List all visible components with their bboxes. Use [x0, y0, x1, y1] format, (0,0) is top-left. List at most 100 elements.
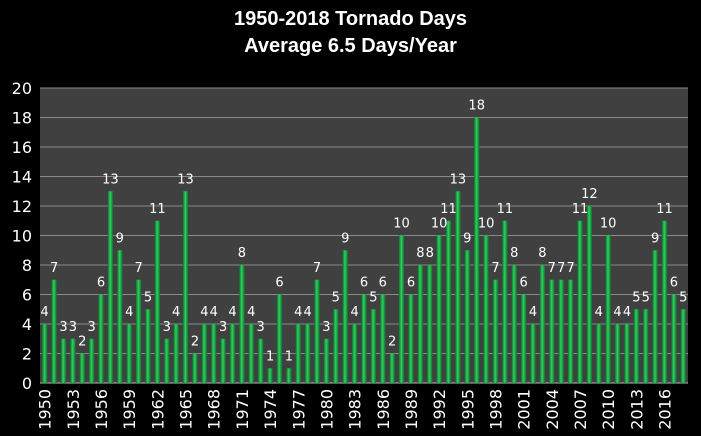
data-label-1996: 18 — [468, 99, 485, 114]
data-label-1984: 6 — [360, 276, 368, 291]
data-label-2000: 8 — [510, 246, 518, 261]
x-tick-label: 2004 — [543, 389, 562, 430]
bar-2006 — [567, 279, 574, 383]
data-label-1986: 6 — [379, 276, 387, 291]
x-tick-label: 1971 — [233, 389, 252, 430]
data-label-1991: 8 — [426, 246, 434, 261]
data-label-2014: 5 — [642, 290, 650, 305]
chart-title: 1950-2018 Tornado Days — [233, 8, 468, 30]
data-label-2002: 4 — [529, 305, 537, 320]
bar-1986 — [380, 294, 386, 383]
data-label-1970: 4 — [228, 305, 236, 320]
data-label-1994: 13 — [450, 172, 467, 187]
x-tick-label: 1953 — [64, 389, 83, 430]
x-tick-label: 1992 — [430, 389, 449, 430]
x-tick-label: 1983 — [346, 389, 365, 430]
bar-1993 — [445, 220, 452, 383]
data-label-1995: 9 — [463, 231, 471, 246]
bar-2017 — [671, 294, 677, 383]
data-label-1965: 13 — [177, 172, 194, 187]
bar-2004 — [549, 279, 555, 383]
bar-1960 — [135, 279, 142, 383]
data-label-2009: 4 — [595, 305, 603, 320]
bar-2002 — [530, 324, 536, 383]
data-label-1978: 4 — [304, 305, 312, 320]
bar-1981 — [333, 309, 339, 383]
data-label-1976: 1 — [285, 349, 293, 364]
data-label-1962: 11 — [149, 202, 166, 217]
data-label-2006: 7 — [566, 261, 574, 276]
data-label-1968: 4 — [210, 305, 218, 320]
x-tick-label: 1962 — [148, 389, 167, 430]
data-label-2008: 12 — [581, 187, 598, 202]
bar-1965 — [182, 191, 189, 383]
bar-1992 — [436, 235, 442, 383]
bar-1973 — [257, 338, 264, 383]
bar-1983 — [351, 324, 358, 383]
data-label-1972: 4 — [247, 305, 255, 320]
data-label-1998: 7 — [491, 261, 499, 276]
data-label-1959: 4 — [125, 305, 133, 320]
x-tick-label: 2016 — [656, 389, 675, 430]
bar-1967 — [201, 324, 208, 383]
data-label-1993: 11 — [440, 202, 457, 217]
data-label-1999: 11 — [497, 202, 514, 217]
bar-1959 — [126, 324, 132, 383]
bar-1975 — [276, 294, 283, 383]
bar-2018 — [680, 309, 687, 383]
bar-2000 — [511, 265, 517, 383]
bar-2016 — [661, 220, 668, 383]
data-label-2004: 7 — [548, 261, 556, 276]
x-tick-label: 1974 — [261, 389, 280, 430]
data-label-1956: 6 — [97, 276, 105, 291]
bar-2005 — [558, 279, 564, 383]
x-tick-label: 1989 — [402, 389, 421, 430]
data-label-1977: 4 — [294, 305, 302, 320]
bar-1957 — [107, 191, 114, 383]
bar-1966 — [192, 353, 198, 383]
data-label-1963: 3 — [163, 320, 171, 335]
x-tick-label: 1950 — [36, 389, 55, 430]
data-label-2018: 5 — [679, 290, 687, 305]
data-label-1985: 5 — [369, 290, 377, 305]
data-label-1981: 5 — [332, 290, 340, 305]
bar-1984 — [361, 294, 367, 383]
x-tick-label: 1965 — [177, 389, 196, 430]
bar-1972 — [248, 324, 255, 383]
bar-1953 — [70, 338, 76, 383]
y-tick-label: 18 — [12, 109, 32, 128]
x-tick-label: 1998 — [486, 389, 505, 430]
bar-2001 — [520, 294, 527, 383]
bar-1998 — [492, 279, 499, 383]
x-tick-label: 2013 — [627, 389, 646, 430]
data-label-1997: 10 — [478, 217, 495, 232]
data-label-1979: 7 — [313, 261, 321, 276]
data-label-2012: 4 — [623, 305, 631, 320]
x-tick-label: 2010 — [599, 389, 618, 430]
data-label-1973: 3 — [257, 320, 265, 335]
bar-1968 — [211, 324, 217, 383]
y-tick-label: 8 — [22, 256, 32, 275]
data-label-2011: 4 — [613, 305, 621, 320]
data-label-1982: 9 — [341, 231, 349, 246]
bar-1961 — [145, 309, 151, 383]
bar-2015 — [652, 250, 658, 383]
x-tick-label: 1995 — [458, 389, 477, 430]
data-label-1975: 6 — [275, 276, 283, 291]
y-tick-label: 10 — [12, 227, 32, 246]
data-label-1974: 1 — [266, 349, 274, 364]
bar-1996 — [473, 117, 480, 383]
y-tick-label: 14 — [12, 168, 32, 187]
data-label-2010: 10 — [600, 217, 617, 232]
data-label-1952: 3 — [59, 320, 67, 335]
bar-1970 — [229, 324, 236, 383]
bar-1976 — [286, 368, 292, 383]
bar-1994 — [455, 191, 461, 383]
data-label-1966: 2 — [191, 335, 199, 350]
bar-1955 — [88, 338, 95, 383]
bar-1979 — [314, 279, 320, 383]
bar-1991 — [427, 265, 433, 383]
bar-1977 — [295, 324, 301, 383]
data-label-1967: 4 — [200, 305, 208, 320]
data-label-1983: 4 — [350, 305, 358, 320]
